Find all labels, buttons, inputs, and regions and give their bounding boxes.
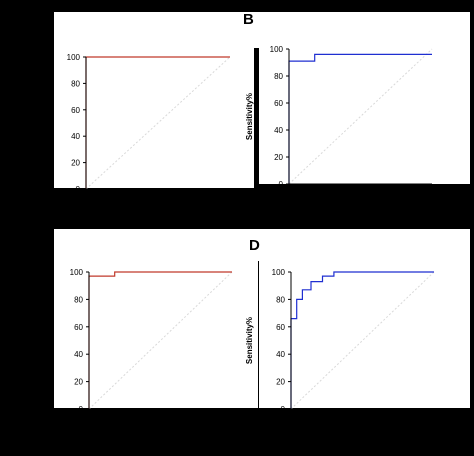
panel-b-y-tick-label: 40 xyxy=(274,126,283,135)
panel-b-y-tick-label: 20 xyxy=(274,153,283,162)
panel-d-roc-curve xyxy=(290,271,434,409)
panel-c-y-tick-label: 0 xyxy=(79,405,84,414)
panel-d-y-tick-label: 20 xyxy=(276,378,285,387)
panel-d-y-tick-label: 60 xyxy=(276,323,285,332)
panel-c-y-tick-label: 80 xyxy=(74,295,83,304)
panel-d-y-tick-label: 40 xyxy=(276,350,285,359)
panel-d-x-tick-label: 80 xyxy=(401,417,410,426)
panel-c-chance-line xyxy=(88,271,233,410)
panel-c-x-tick-label: 60 xyxy=(170,417,179,426)
panel-d-y-tick-label: 80 xyxy=(276,295,285,304)
panel-a-y-tick-label: 40 xyxy=(71,132,80,141)
panel-b-x-tick-label: 40 xyxy=(342,192,351,201)
panel-c-x-tick-label: 100 xyxy=(225,417,239,426)
panel-a-y-tick-label: 100 xyxy=(67,53,81,62)
panel-a-y-tick-label: 60 xyxy=(71,106,80,115)
panel-b-chart: 0 20 40 60 80 100 0 20 40 60 80 100 100% - Specifici… xyxy=(245,45,470,216)
panel-c-y-tick-label: 40 xyxy=(74,350,83,359)
panel-b-header xyxy=(54,12,470,48)
panel-c-y-tick-label: 20 xyxy=(74,378,83,387)
panel-a-x-tick-label: 80 xyxy=(197,197,206,206)
panel-d-x-axis-label: 100% - Specificity% xyxy=(325,431,400,440)
panel-a-y-tick-label: 0 xyxy=(76,185,81,194)
panel-a-x-tick-label: 60 xyxy=(168,197,177,206)
panel-d-x-tick-label: 0 xyxy=(289,417,294,426)
panel-c-y-tick-label: 60 xyxy=(74,323,83,332)
panel-label-d: D xyxy=(249,237,260,254)
panel-c-x-tick-label: 0 xyxy=(87,417,92,426)
panel-d-x-tick-label: 100 xyxy=(427,417,441,426)
panel-b-x-tick-label: 100 xyxy=(425,192,439,201)
panel-a-x-tick-label: 100 xyxy=(223,197,237,206)
panel-b-x-tick-label: 80 xyxy=(399,192,408,201)
panel-a-y-tick-label: 80 xyxy=(71,79,80,88)
panel-b-x-axis-label: 100% - Specificity% xyxy=(323,207,398,216)
panel-a-plot-area xyxy=(54,48,254,188)
panel-c-x-tick-label: 20 xyxy=(113,417,122,426)
panel-c-y-axis-label: Sensitivity% xyxy=(40,317,49,364)
panel-c-plot-area xyxy=(54,261,258,408)
panel-d-chance-line xyxy=(290,271,435,410)
panel-b-x-tick-label: 0 xyxy=(287,192,292,201)
panel-c-chart: 0 20 40 60 80 100 0 20 40 60 80 100 100% - Specifici… xyxy=(40,261,258,440)
panel-b-y-axis-label: Sensitivity% xyxy=(245,93,254,140)
panel-c-x-tick-label: 40 xyxy=(142,417,151,426)
panel-b-y-tick-label: 100 xyxy=(270,45,284,54)
panel-a-y-axis-label: Sensitivity% xyxy=(40,99,49,146)
panel-d-plot-area xyxy=(259,261,470,408)
panel-d-y-tick-label: 0 xyxy=(281,405,286,414)
panel-label-b: B xyxy=(243,11,254,28)
panel-c-x-axis-label: 100% - Specificity% xyxy=(123,431,198,440)
panel-a-x-tick-label: 0 xyxy=(84,197,89,206)
panel-d-y-axis-label: Sensitivity% xyxy=(245,317,254,364)
panel-b-y-tick-label: 0 xyxy=(279,180,284,189)
panel-a-chart: 0 20 40 60 80 100 0 20 40 60 80 100 100% - Specifici… xyxy=(40,48,254,216)
panel-b-y-tick-label: 80 xyxy=(274,72,283,81)
panel-a-chance-line xyxy=(85,56,231,190)
panel-d-x-tick-label: 20 xyxy=(315,417,324,426)
panel-a-x-axis-label: 100% - Specificity% xyxy=(121,207,196,216)
panel-d-y-tick-label: 100 xyxy=(272,268,286,277)
panel-c-y-tick-label: 100 xyxy=(70,268,84,277)
panel-d-x-tick-label: 60 xyxy=(372,417,381,426)
panel-a-y-tick-label: 20 xyxy=(71,159,80,168)
panel-c-x-tick-label: 80 xyxy=(199,417,208,426)
panel-d-header xyxy=(54,229,470,261)
panel-a-x-tick-label: 20 xyxy=(110,197,119,206)
panel-d-chart: 0 20 40 60 80 100 0 20 40 60 80 100 100% - Specifici… xyxy=(245,261,470,440)
panel-a-x-tick-label: 40 xyxy=(139,197,148,206)
panel-b-chance-line xyxy=(288,48,433,185)
panel-b-plot-area xyxy=(259,48,470,184)
panel-b-x-tick-label: 20 xyxy=(313,192,322,201)
panel-b-y-tick-label: 60 xyxy=(274,99,283,108)
panel-b-x-tick-label: 60 xyxy=(370,192,379,201)
panel-d-x-tick-label: 40 xyxy=(344,417,353,426)
